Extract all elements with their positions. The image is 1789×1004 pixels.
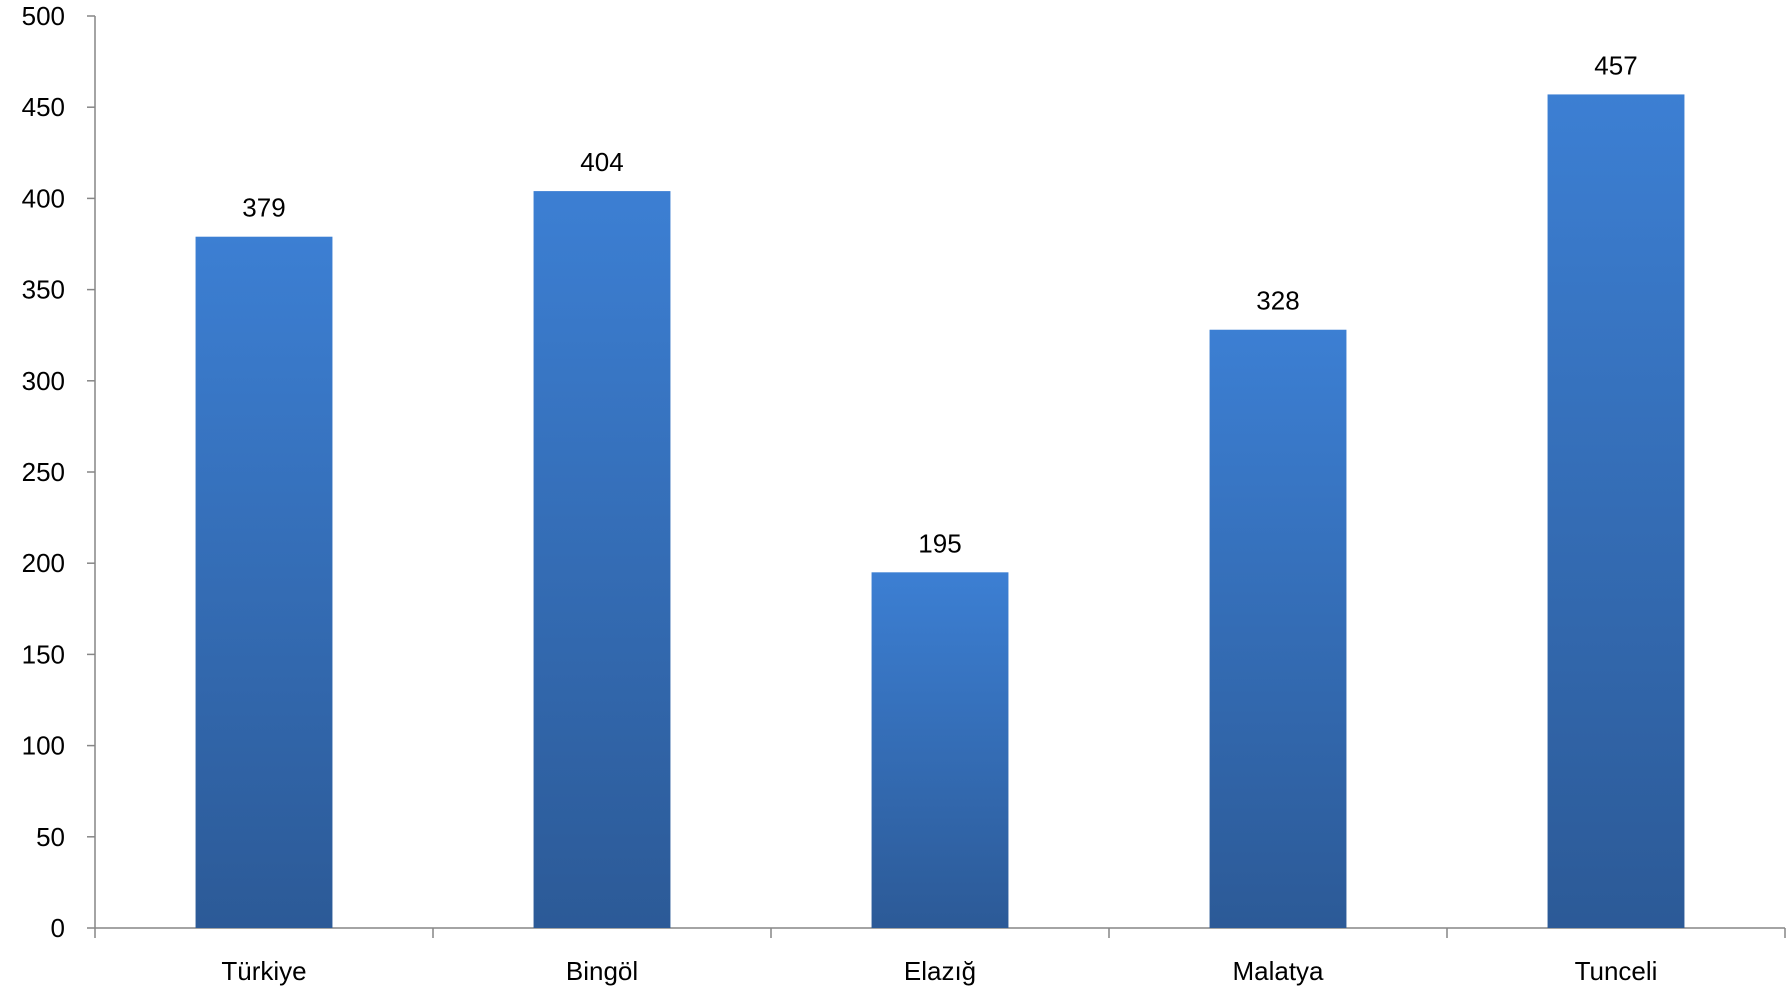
x-category-label: Tunceli (1575, 956, 1658, 986)
data-label: 195 (918, 528, 961, 558)
y-tick-label: 500 (22, 1, 65, 31)
data-label: 379 (242, 193, 285, 223)
y-tick-label: 350 (22, 275, 65, 305)
x-axis: Türkiye Bingöl Elazığ Malatya Tunceli (94, 927, 1786, 986)
y-tick-label: 300 (22, 366, 65, 396)
bar (1547, 94, 1685, 928)
y-tick-label: 200 (22, 548, 65, 578)
bar (1209, 329, 1347, 928)
x-category-label: Türkiye (221, 956, 306, 986)
bar (533, 191, 671, 928)
y-tick-label: 400 (22, 183, 65, 213)
bar (195, 236, 333, 929)
data-label: 457 (1594, 50, 1637, 80)
x-category-label: Malatya (1232, 956, 1324, 986)
x-category-label: Bingöl (566, 956, 638, 986)
y-axis: 0 50 100 150 200 250 300 350 400 450 500 (22, 1, 96, 943)
y-tick-label: 150 (22, 639, 65, 669)
y-tick-label: 0 (51, 913, 65, 943)
x-category-label: Elazığ (904, 956, 976, 986)
y-tick-label: 250 (22, 457, 65, 487)
data-label: 328 (1256, 286, 1299, 316)
y-tick-label: 450 (22, 92, 65, 122)
y-tick-label: 50 (36, 822, 65, 852)
y-tick-label: 100 (22, 731, 65, 761)
data-labels-group: 379 404 195 328 457 (242, 50, 1637, 558)
data-label: 404 (580, 147, 623, 177)
bar (871, 572, 1009, 928)
bars-group (195, 94, 1685, 929)
